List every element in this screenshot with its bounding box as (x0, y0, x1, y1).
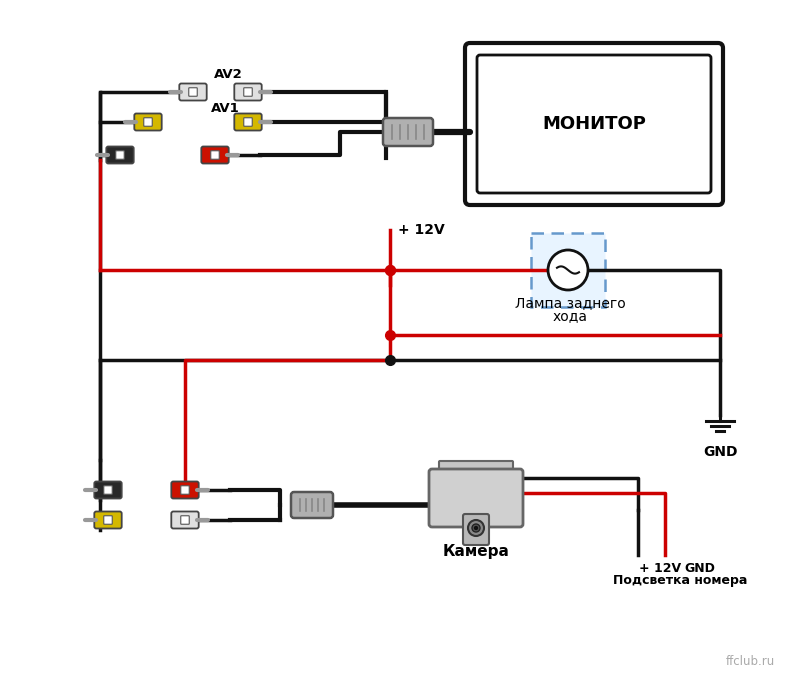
Text: хода: хода (553, 309, 587, 323)
Text: AV1: AV1 (210, 102, 239, 115)
Text: Камера: Камера (442, 544, 510, 559)
Text: GND: GND (702, 445, 738, 459)
FancyBboxPatch shape (202, 147, 229, 164)
Text: Лампа заднего: Лампа заднего (514, 296, 626, 310)
Text: GND: GND (685, 562, 715, 575)
FancyBboxPatch shape (234, 83, 262, 100)
FancyBboxPatch shape (171, 481, 198, 499)
Text: AV2: AV2 (214, 68, 242, 80)
Text: + 12V: + 12V (398, 223, 445, 237)
FancyBboxPatch shape (477, 55, 711, 193)
Circle shape (548, 250, 588, 290)
FancyBboxPatch shape (94, 481, 122, 499)
FancyBboxPatch shape (465, 43, 723, 205)
Text: Подсветка номера: Подсветка номера (613, 574, 747, 587)
FancyBboxPatch shape (179, 83, 206, 100)
FancyBboxPatch shape (439, 461, 513, 475)
FancyBboxPatch shape (171, 512, 198, 529)
Circle shape (474, 527, 478, 529)
Circle shape (468, 520, 484, 536)
Text: ffclub.ru: ffclub.ru (726, 655, 775, 668)
Text: МОНИТОР: МОНИТОР (542, 115, 646, 133)
Text: + 12V: + 12V (639, 562, 681, 575)
Circle shape (472, 524, 480, 532)
FancyBboxPatch shape (181, 486, 190, 494)
FancyBboxPatch shape (106, 147, 134, 164)
FancyBboxPatch shape (134, 113, 162, 130)
FancyBboxPatch shape (383, 118, 433, 146)
FancyBboxPatch shape (429, 469, 523, 527)
FancyBboxPatch shape (181, 516, 190, 524)
FancyBboxPatch shape (104, 516, 112, 524)
FancyBboxPatch shape (244, 88, 252, 96)
FancyBboxPatch shape (94, 512, 122, 529)
FancyBboxPatch shape (104, 486, 112, 494)
FancyBboxPatch shape (116, 151, 124, 159)
FancyBboxPatch shape (144, 118, 152, 126)
FancyBboxPatch shape (244, 118, 252, 126)
FancyBboxPatch shape (291, 492, 333, 518)
FancyBboxPatch shape (531, 233, 605, 307)
FancyBboxPatch shape (189, 88, 198, 96)
FancyBboxPatch shape (463, 514, 489, 545)
FancyBboxPatch shape (234, 113, 262, 130)
FancyBboxPatch shape (210, 151, 219, 159)
